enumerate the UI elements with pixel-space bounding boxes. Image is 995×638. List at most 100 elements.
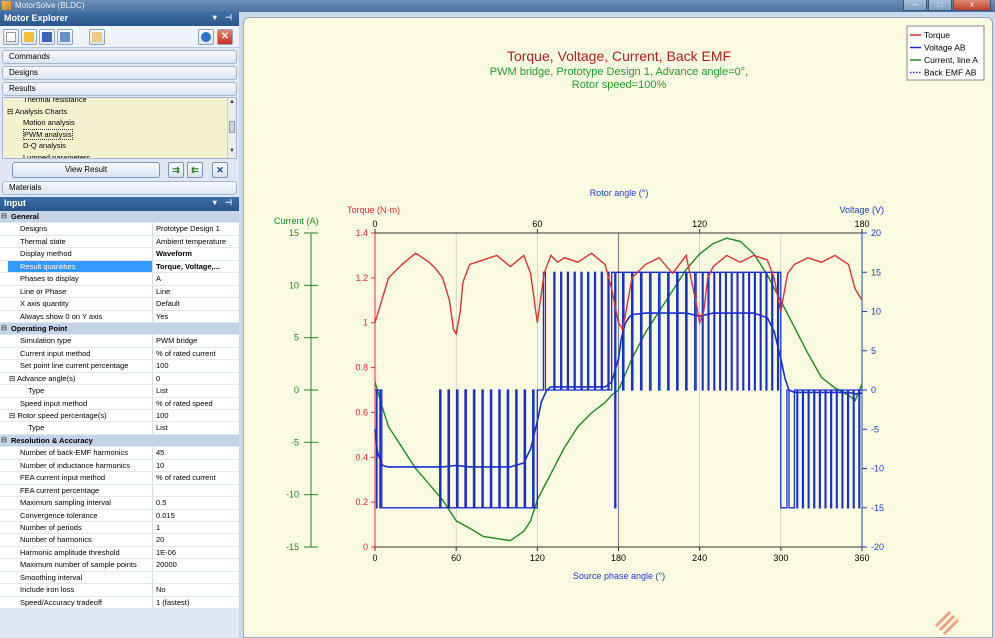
- scroll-thumb[interactable]: [229, 121, 235, 133]
- property-row[interactable]: Type List: [0, 422, 239, 435]
- property-value[interactable]: A: [152, 273, 239, 285]
- save-button[interactable]: [39, 29, 55, 45]
- input-pin-icon[interactable]: ▾ ⊣: [212, 198, 235, 207]
- section-materials[interactable]: Materials: [2, 181, 237, 195]
- property-row[interactable]: X axis quantity Default: [0, 298, 239, 311]
- property-value[interactable]: % of rated current: [152, 472, 239, 484]
- open-folder-button[interactable]: [21, 29, 37, 45]
- property-value[interactable]: PWM bridge: [152, 335, 239, 347]
- close-explorer-button[interactable]: ✕: [217, 29, 233, 45]
- property-value[interactable]: % of rated current: [152, 347, 239, 360]
- property-row[interactable]: Convergence tolerance 0.015: [0, 509, 239, 522]
- help-button[interactable]: [198, 29, 214, 45]
- property-row[interactable]: Smoothing interval: [0, 571, 239, 585]
- property-value[interactable]: 10: [152, 459, 239, 472]
- property-row[interactable]: FEA current input method % of rated curre…: [0, 472, 239, 485]
- property-value[interactable]: List: [152, 422, 239, 434]
- property-value[interactable]: List: [152, 385, 239, 397]
- property-value[interactable]: 20: [152, 534, 239, 546]
- property-value[interactable]: Default: [152, 298, 239, 310]
- property-row[interactable]: Simulation type PWM bridge: [0, 335, 239, 348]
- property-value[interactable]: 1E-06: [152, 546, 239, 559]
- property-row[interactable]: Speed/Accuracy tradeoff 1 (fastest): [0, 596, 239, 609]
- export-icon[interactable]: ⇉: [168, 162, 184, 178]
- property-row[interactable]: Line or Phase Line: [0, 285, 239, 299]
- property-row[interactable]: Thermal state Ambient temperature: [0, 235, 239, 249]
- property-row[interactable]: Result quantities Torque, Voltage,...: [0, 260, 239, 274]
- delete-result-icon[interactable]: ✕: [212, 162, 228, 178]
- collapse-icon[interactable]: ⊟: [9, 411, 18, 420]
- close-button[interactable]: x: [953, 0, 991, 11]
- property-row[interactable]: Harmonic amplitude threshold 1E-06: [0, 546, 239, 560]
- property-value[interactable]: Yes: [152, 310, 239, 322]
- section-results[interactable]: Results: [2, 82, 237, 96]
- view-result-button[interactable]: View Result: [12, 162, 160, 178]
- property-row[interactable]: Phases to display A: [0, 273, 239, 286]
- scroll-down-icon[interactable]: ▼: [229, 148, 235, 154]
- section-designs[interactable]: Designs: [2, 66, 237, 80]
- property-value[interactable]: 1 (fastest): [152, 596, 239, 608]
- property-row[interactable]: ⊟ Rotor speed percentage(s) 100: [0, 410, 239, 423]
- import-icon[interactable]: ⇇: [187, 162, 203, 178]
- property-row[interactable]: Current input method % of rated current: [0, 347, 239, 361]
- tree-item[interactable]: D-Q analysis: [3, 140, 236, 152]
- properties-button[interactable]: [89, 29, 105, 45]
- tree-item[interactable]: Thermal resistance: [3, 98, 236, 106]
- property-row[interactable]: Number of back-EMF harmonics 45: [0, 447, 239, 460]
- new-file-button[interactable]: [3, 29, 19, 45]
- property-row[interactable]: Maximum sampling interval 0.5: [0, 497, 239, 510]
- property-row[interactable]: Number of harmonics 20: [0, 534, 239, 547]
- scroll-up-icon[interactable]: ▲: [229, 99, 235, 105]
- property-row[interactable]: ⊟ Advance angle(s) 0: [0, 372, 239, 386]
- section-commands[interactable]: Commands: [2, 50, 237, 64]
- property-value[interactable]: [152, 571, 239, 584]
- property-row[interactable]: Number of inductance harmonics 10: [0, 459, 239, 473]
- property-name: Result quantities: [8, 260, 152, 273]
- property-row[interactable]: Maximum number of sample points 20000: [0, 559, 239, 572]
- collapse-icon[interactable]: [0, 373, 8, 384]
- property-value[interactable]: Torque, Voltage,...: [152, 260, 239, 273]
- property-value[interactable]: No: [152, 584, 239, 596]
- property-category[interactable]: ⊟ General: [0, 211, 239, 224]
- collapse-icon[interactable]: ⊟: [1, 213, 7, 220]
- property-value[interactable]: [152, 484, 239, 497]
- property-value[interactable]: 100: [152, 410, 239, 422]
- collapse-icon[interactable]: [0, 410, 8, 421]
- property-row[interactable]: Number of periods 1: [0, 521, 239, 535]
- property-value[interactable]: Line: [152, 285, 239, 298]
- collapse-icon[interactable]: ⊟: [7, 106, 15, 116]
- property-category[interactable]: ⊟ Operating Point: [0, 322, 239, 336]
- property-row[interactable]: Always show 0 on Y axis Yes: [0, 310, 239, 323]
- collapse-icon[interactable]: ⊟: [1, 324, 7, 332]
- property-value[interactable]: % of rated speed: [152, 397, 239, 409]
- property-value[interactable]: 0: [152, 372, 239, 385]
- property-value[interactable]: 100: [152, 360, 239, 372]
- results-scrollbar[interactable]: ▲ ▼: [227, 98, 236, 158]
- property-row[interactable]: Set point line current percentage 100: [0, 360, 239, 373]
- property-row[interactable]: Speed input method % of rated speed: [0, 397, 239, 410]
- property-value[interactable]: Ambient temperature: [152, 235, 239, 248]
- panel-pin-icon[interactable]: ▾ ⊣: [212, 13, 235, 22]
- save-as-button[interactable]: [57, 29, 73, 45]
- tree-item[interactable]: Motion analysis: [3, 117, 236, 129]
- property-row[interactable]: FEA current percentage: [0, 484, 239, 498]
- property-value[interactable]: 45: [152, 447, 239, 459]
- property-category[interactable]: ⊟ Resolution & Accuracy: [0, 434, 239, 448]
- property-value[interactable]: Prototype Design 1: [152, 223, 239, 235]
- property-value[interactable]: 1: [152, 521, 239, 534]
- collapse-icon[interactable]: ⊟: [1, 436, 7, 444]
- property-value[interactable]: 20000: [152, 559, 239, 571]
- property-row[interactable]: Designs Prototype Design 1: [0, 223, 239, 236]
- tree-item[interactable]: PWM analysis: [3, 128, 236, 141]
- property-value[interactable]: Waveform: [152, 248, 239, 260]
- collapse-icon[interactable]: ⊟: [9, 373, 17, 383]
- property-row[interactable]: Type List: [0, 385, 239, 398]
- maximize-button[interactable]: □: [928, 0, 952, 11]
- property-row[interactable]: Display method Waveform: [0, 248, 239, 261]
- tree-item[interactable]: ⊟ Analysis Charts: [3, 106, 236, 118]
- minimize-button[interactable]: –: [903, 0, 927, 11]
- tree-item[interactable]: Lumped parameters: [3, 152, 236, 159]
- property-value[interactable]: 0.015: [152, 509, 239, 521]
- property-value[interactable]: 0.5: [152, 497, 239, 509]
- property-row[interactable]: Include iron loss No: [0, 584, 239, 597]
